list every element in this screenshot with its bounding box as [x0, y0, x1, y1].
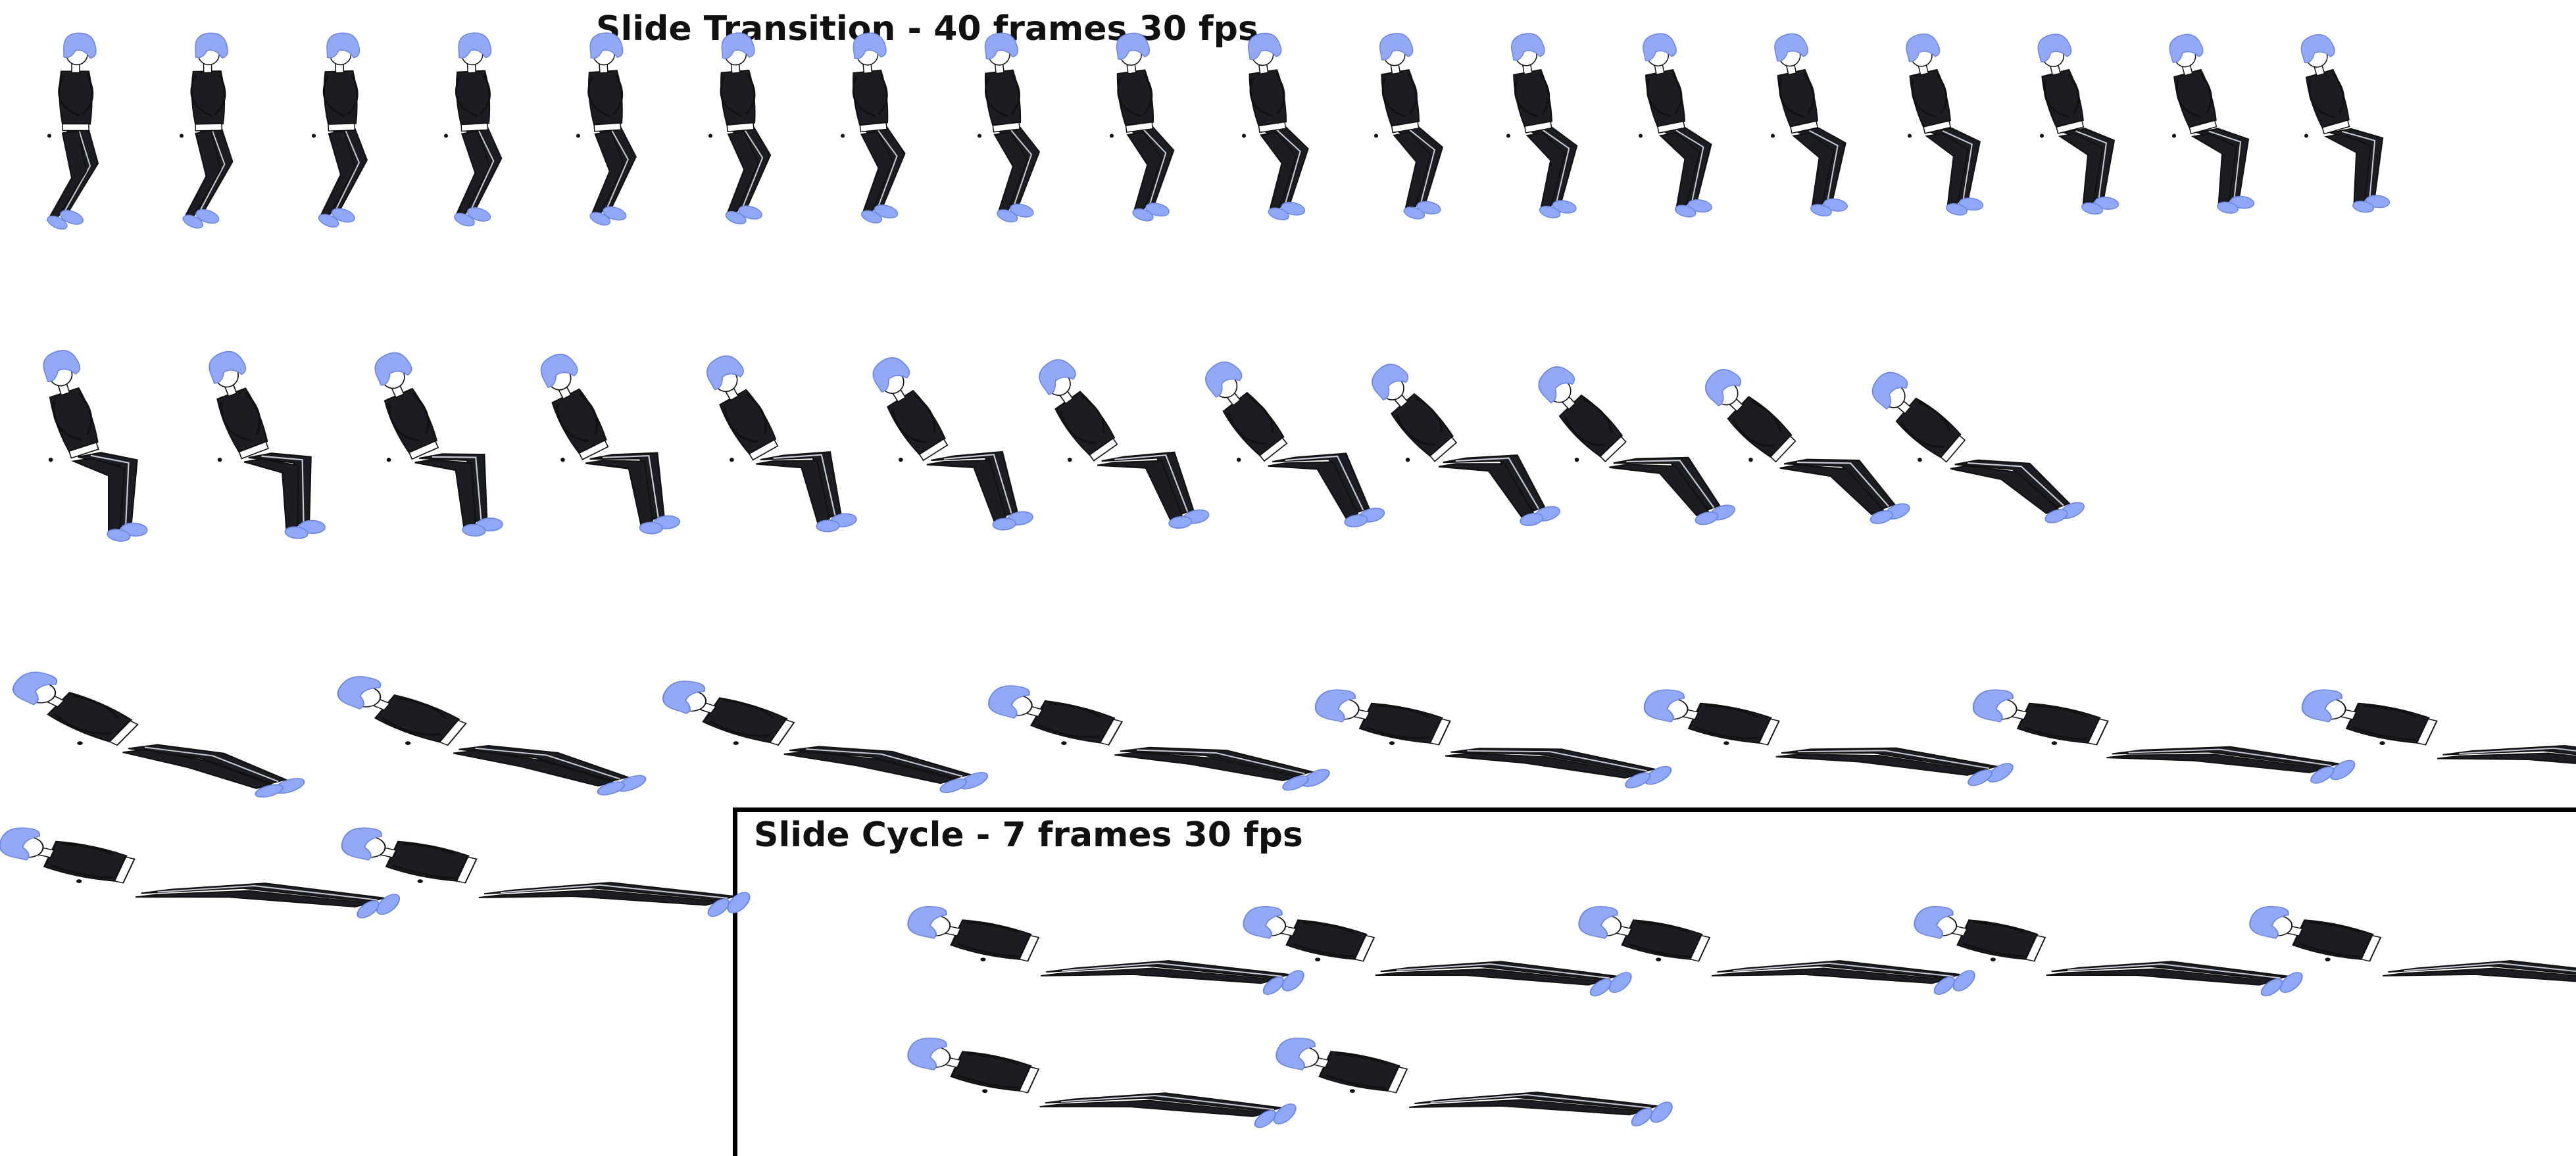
- transition-frame: [706, 355, 857, 533]
- transition-frame: [1639, 33, 1712, 218]
- slide-cycle-title: Slide Cycle - 7 frames 30 fps: [754, 815, 1303, 855]
- transition-frame: [1972, 689, 2356, 784]
- transition-frame: [1871, 372, 2085, 523]
- transition-frame: [12, 671, 305, 798]
- transition-frame: [209, 350, 326, 539]
- cycle-frame: [1243, 905, 1632, 997]
- transition-frame: [312, 32, 368, 228]
- transition-frame: [988, 685, 1330, 791]
- cycle-frame: [1578, 905, 1975, 995]
- transition-frame: [872, 357, 1033, 531]
- transition-frame: [2169, 34, 2255, 214]
- slide-cycle-frame-box: [733, 807, 2576, 1156]
- transition-frame: [0, 827, 401, 919]
- transition-frame: [708, 32, 772, 225]
- transition-frame: [1314, 689, 1672, 788]
- transition-frame: [662, 681, 989, 794]
- transition-frame: [978, 32, 1041, 223]
- cycle-frame: [2249, 905, 2576, 982]
- transition-frame: [337, 676, 647, 796]
- transition-frame: [341, 827, 751, 917]
- transition-frame: [1906, 33, 1984, 216]
- transition-frame: [1538, 366, 1735, 525]
- transition-frame: [180, 32, 234, 229]
- transition-frame: [2301, 689, 2576, 765]
- transition-frame: [1374, 33, 1444, 220]
- transition-frame: [43, 350, 148, 542]
- cycle-frame: [1276, 1037, 1673, 1126]
- transition-frame: [46, 32, 99, 230]
- cycle-frame: [1914, 905, 2303, 997]
- transition-frame: [444, 32, 503, 227]
- transition-frame: [1372, 364, 1560, 527]
- transition-frame: [1643, 689, 2014, 786]
- transition-frame: [1205, 361, 1385, 527]
- transition-frame: [576, 32, 637, 226]
- transition-frame: [841, 32, 906, 224]
- transition-frame: [1242, 32, 1309, 221]
- cycle-frame: [907, 1037, 1297, 1128]
- transition-frame: [374, 352, 503, 537]
- transition-frame: [2300, 34, 2390, 213]
- transition-frame: [1506, 33, 1578, 219]
- transition-frame: [1705, 369, 1910, 524]
- transition-frame: [1039, 359, 1210, 529]
- transition-frame: [1110, 32, 1175, 222]
- transition-frame: [2037, 34, 2119, 215]
- cycle-frame: [907, 905, 1304, 995]
- slide-transition-title: Slide Transition - 40 frames 30 fps: [596, 9, 1258, 49]
- transition-frame: [1771, 33, 1848, 217]
- transition-frame: [540, 353, 681, 535]
